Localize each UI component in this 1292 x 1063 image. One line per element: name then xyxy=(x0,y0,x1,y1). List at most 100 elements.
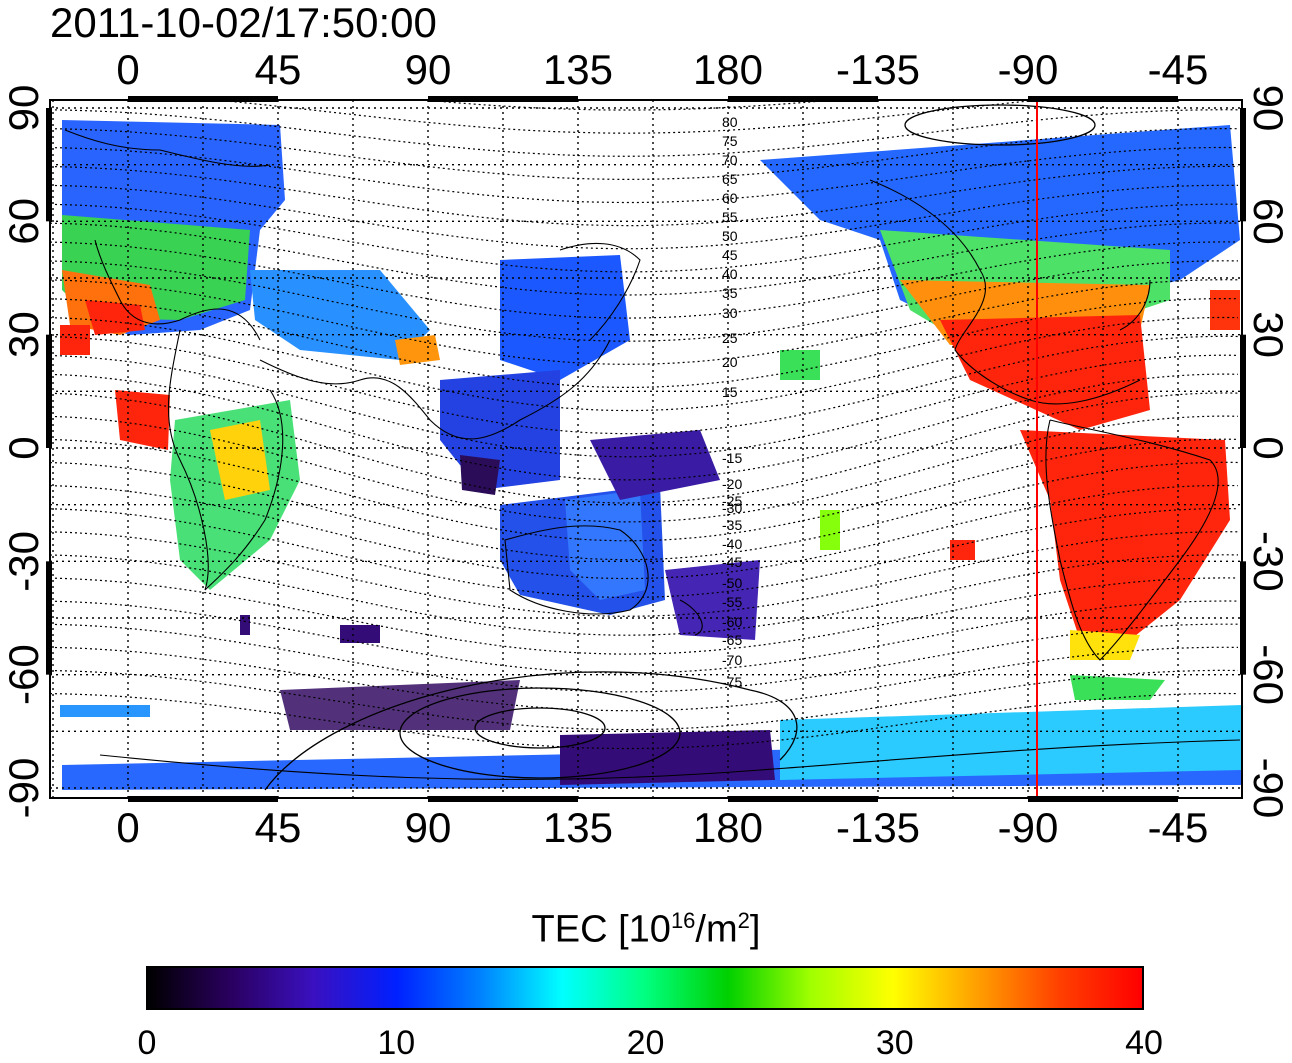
solid-contours xyxy=(264,104,1096,791)
timestamp-title: 2011-10-02/17:50:00 xyxy=(50,0,437,46)
left-lat-tick-label: -90 xyxy=(0,758,47,819)
mag-lat-contour xyxy=(50,554,1239,636)
mag-lat-contour xyxy=(50,165,1239,227)
mag-lat-contour xyxy=(50,335,1239,435)
coastlines xyxy=(64,129,1241,780)
mag-lat-contour xyxy=(209,100,1048,134)
colorbar-title-suffix: ] xyxy=(749,908,761,951)
bottom-lon-tick-label: 135 xyxy=(543,804,613,851)
contour-label: -30 xyxy=(722,500,742,516)
contour-label: -70 xyxy=(722,652,742,668)
left-latitude-ticks: 90 60 30 0 -30 -60 -90 xyxy=(0,85,47,819)
contour-label: -35 xyxy=(722,517,742,533)
top-longitude-ticks: 0 45 90 135 180 -135 -90 -45 xyxy=(116,46,1208,93)
colorbar-title-mid: /m xyxy=(695,908,738,951)
contour-label: 70 xyxy=(722,152,738,168)
bottom-lon-tick-label: 180 xyxy=(693,804,763,851)
tec-map: 0 45 90 135 180 -135 -90 -45 0 45 90 135 180 -135 -90… xyxy=(0,46,1292,851)
top-lon-tick-label: 0 xyxy=(116,46,139,93)
contour-label: -15 xyxy=(722,450,742,466)
mag-lat-contour xyxy=(50,260,1239,342)
mag-lat-contour xyxy=(50,279,1239,365)
colorbar-title-exp: 16 xyxy=(670,908,696,933)
right-lat-tick-label: 0 xyxy=(1245,436,1292,459)
frame-bar-segment xyxy=(428,96,578,102)
mag-lat-contour xyxy=(50,354,1239,458)
contour-label: -25 xyxy=(722,493,742,509)
contour-label: 35 xyxy=(722,285,738,301)
mag-lat-contour xyxy=(50,692,1239,750)
mag-lat-contour xyxy=(50,415,1239,523)
top-lon-tick-label: 135 xyxy=(543,46,613,93)
contour-label: 65 xyxy=(722,171,738,187)
frame-bar-segment xyxy=(1240,108,1246,222)
mag-lat-contour xyxy=(50,669,1239,731)
contour-label: 15 xyxy=(722,384,738,400)
mag-lat-contour xyxy=(50,392,1239,504)
right-lat-tick-label: -60 xyxy=(1245,644,1292,705)
right-lat-tick-label: -90 xyxy=(1245,758,1292,819)
top-lon-tick-label: 90 xyxy=(405,46,452,93)
contour-label: -65 xyxy=(722,632,742,648)
mag-lat-contour xyxy=(50,146,1239,204)
contour-label: -55 xyxy=(722,594,742,610)
right-latitude-ticks: 90 60 30 0 -30 -60 -90 xyxy=(1245,85,1292,819)
map-frame-bars xyxy=(46,96,1246,802)
mag-lat-contour xyxy=(50,241,1239,319)
colorbar-tick-label: 0 xyxy=(137,1024,157,1062)
mag-lat-contour xyxy=(50,109,1239,157)
frame-bar-segment xyxy=(728,96,878,102)
colorbar-tick-label: 40 xyxy=(1125,1024,1163,1062)
left-lat-tick-label: 30 xyxy=(0,311,47,358)
right-lat-tick-label: 60 xyxy=(1245,198,1292,245)
left-lat-tick-label: -30 xyxy=(0,531,47,592)
top-lon-tick-label: -90 xyxy=(998,46,1059,93)
contour-labels: 80 75 70 65 60 55 50 45 40 35 30 25 20 15 -15 -20-25-30… xyxy=(722,114,742,690)
contour-label: -50 xyxy=(722,575,742,591)
frame-bar-segment xyxy=(1028,96,1178,102)
frame-bar-segment xyxy=(728,796,878,802)
mag-lat-contour xyxy=(50,373,1239,481)
mag-lat-contour xyxy=(50,531,1239,617)
bottom-lon-tick-label: -45 xyxy=(1148,804,1209,851)
frame-bar-segment xyxy=(1240,561,1246,675)
top-lon-tick-label: 180 xyxy=(693,46,763,93)
right-lat-tick-label: -30 xyxy=(1245,531,1292,592)
bottom-longitude-ticks: 0 45 90 135 180 -135 -90 -45 xyxy=(116,804,1208,851)
contour-label: 75 xyxy=(722,133,738,149)
contour-label: 20 xyxy=(722,354,738,370)
contour-label: -40 xyxy=(722,536,742,552)
colorbar-tick-label: 20 xyxy=(626,1024,665,1062)
top-lon-tick-label: -45 xyxy=(1148,46,1209,93)
mag-lat-contour xyxy=(50,127,1239,181)
contour-label: -45 xyxy=(722,554,742,570)
frame-bar-segment xyxy=(46,108,52,222)
frame-bar-segment xyxy=(428,796,578,802)
bottom-lon-tick-label: 90 xyxy=(405,804,452,851)
contour-label: -75 xyxy=(722,674,742,690)
bottom-lon-tick-label: -90 xyxy=(998,804,1059,851)
mag-lat-contour xyxy=(416,100,840,111)
mag-lat-contour xyxy=(50,316,1239,412)
bottom-lon-tick-label: 0 xyxy=(116,804,139,851)
contour-label: 55 xyxy=(722,209,738,225)
contour-label: 40 xyxy=(722,266,738,282)
contour-label: 60 xyxy=(722,190,738,206)
frame-bar-segment xyxy=(128,796,278,802)
bottom-lon-tick-label: 45 xyxy=(255,804,302,851)
left-lat-tick-label: 60 xyxy=(0,198,47,245)
contour-label: -60 xyxy=(722,614,742,630)
bottom-lon-tick-label: -135 xyxy=(836,804,920,851)
contour-label: 45 xyxy=(722,247,738,263)
left-lat-tick-label: -60 xyxy=(0,644,47,705)
contour-label: 50 xyxy=(722,228,738,244)
mag-lat-contour xyxy=(50,461,1239,561)
frame-bar-segment xyxy=(46,561,52,675)
magnetic-latitude-contours xyxy=(50,100,1239,750)
colorbar-title-exp2: 2 xyxy=(737,908,750,933)
colorbar-title: TEC [1016/m2] xyxy=(0,908,1292,952)
left-lat-tick-label: 90 xyxy=(0,85,47,132)
colorbar-gradient xyxy=(146,966,1144,1010)
left-lat-tick-label: 0 xyxy=(0,436,47,459)
contour-label: 25 xyxy=(722,330,738,346)
